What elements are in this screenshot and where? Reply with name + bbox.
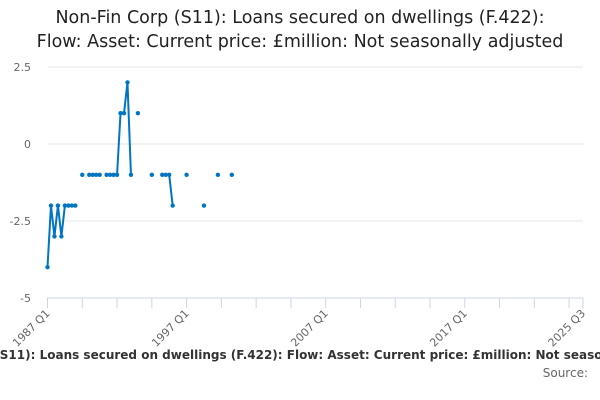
y-tick-label: 0 — [24, 138, 31, 151]
data-point — [160, 172, 165, 177]
series-line-segment — [162, 173, 174, 206]
data-point — [80, 172, 85, 177]
title-line-1: Non-Fin Corp (S11): Loans secured on dwe… — [55, 8, 545, 28]
data-point — [114, 172, 120, 177]
y-tick-label: -2.5 — [10, 215, 31, 228]
data-point — [62, 203, 68, 208]
x-tick-label: 2017 Q1 — [427, 307, 470, 350]
data-point — [55, 203, 61, 208]
data-point — [229, 172, 234, 177]
data-point — [90, 172, 95, 177]
data-point — [125, 80, 130, 85]
data-point — [107, 172, 113, 177]
data-point — [215, 172, 221, 177]
x-tick-label: 2007 Q1 — [288, 307, 331, 350]
data-point — [59, 234, 64, 239]
data-point — [149, 172, 155, 177]
x-axis-title-wrap: Non-Fin Corp (S11): Loans secured on dwe… — [0, 348, 600, 362]
data-point — [52, 234, 57, 239]
data-point — [104, 172, 109, 177]
data-point — [135, 111, 141, 116]
title-line-2: Flow: Asset: Current price: £million: No… — [36, 32, 564, 52]
data-point — [73, 203, 78, 208]
source-label: Source: — [542, 366, 588, 380]
data-point — [118, 111, 123, 116]
x-tick-label: 2025 Q3 — [546, 307, 589, 350]
x-axis-title: Non-Fin Corp (S11): Loans secured on dwe… — [0, 348, 600, 362]
data-point — [45, 265, 50, 270]
data-point — [111, 172, 116, 177]
data-point — [167, 172, 172, 177]
y-tick-label: 2.5 — [14, 61, 32, 74]
data-point — [201, 203, 207, 208]
data-point — [184, 172, 189, 177]
data-point — [121, 111, 127, 116]
data-point — [128, 172, 134, 177]
data-point — [48, 203, 54, 208]
data-point — [87, 172, 92, 177]
data-point — [93, 172, 99, 177]
data-point — [163, 172, 168, 177]
data-point — [69, 203, 75, 208]
data-point — [170, 203, 175, 208]
data-point — [97, 172, 102, 177]
chart-title: Non-Fin Corp (S11): Loans secured on dwe… — [0, 6, 600, 54]
x-tick-label: 1987 Q1 — [10, 307, 53, 350]
data-point — [66, 203, 71, 208]
series-line-segment — [106, 81, 132, 176]
y-tick-label: -5 — [20, 292, 31, 305]
x-tick-label: 1997 Q1 — [149, 307, 192, 350]
